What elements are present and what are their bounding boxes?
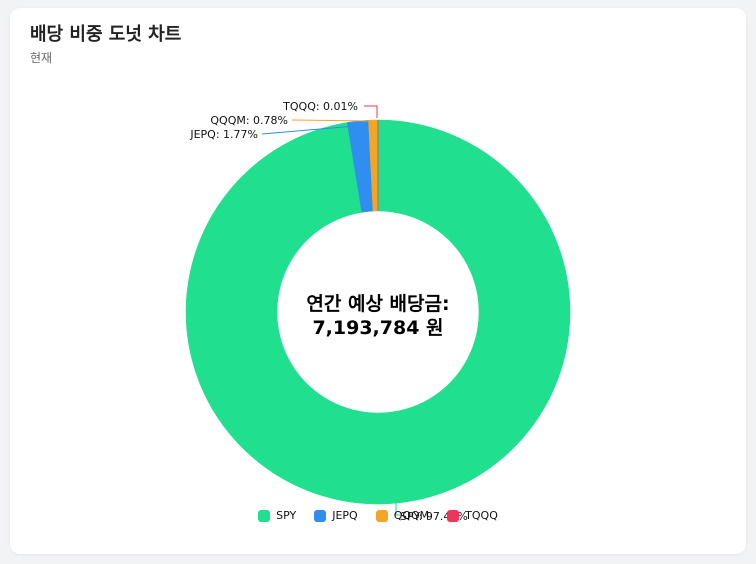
leader-line-jepq — [261, 125, 356, 135]
slice-spy[interactable] — [185, 119, 571, 505]
legend-item-qqqm[interactable]: QQQM — [375, 509, 430, 522]
slice-label-qqqm: QQQM: 0.78% — [210, 114, 288, 127]
leader-line-tqqq — [364, 105, 378, 118]
legend-item-jepq[interactable]: JEPQ — [314, 509, 358, 522]
leader-line-qqqm — [291, 119, 373, 122]
slice-label-jepq: JEPQ: 1.77% — [189, 128, 258, 141]
legend-item-spy[interactable]: SPY — [258, 509, 296, 522]
legend-label: TQQQ — [465, 509, 498, 522]
legend-label: JEPQ — [332, 509, 358, 522]
center-value: 7,193,784 원 — [312, 317, 443, 339]
chart-legend: SPY JEPQ QQQM TQQQ — [0, 509, 756, 522]
legend-item-tqqq[interactable]: TQQQ — [447, 509, 498, 522]
legend-label: SPY — [276, 509, 297, 522]
leader-line-spy — [395, 503, 400, 516]
legend-swatch — [258, 509, 271, 522]
center-label: 연간 예상 배당금: — [306, 293, 449, 315]
chart-title: 배당 비중 도넛 차트 — [30, 24, 182, 45]
legend-swatch — [314, 509, 327, 522]
legend-swatch — [375, 509, 388, 522]
chart-subtitle: 현재 — [30, 51, 53, 65]
slice-label-tqqq: TQQQ: 0.01% — [282, 100, 358, 113]
legend-swatch — [447, 509, 460, 522]
legend-label: QQQM — [393, 509, 430, 522]
